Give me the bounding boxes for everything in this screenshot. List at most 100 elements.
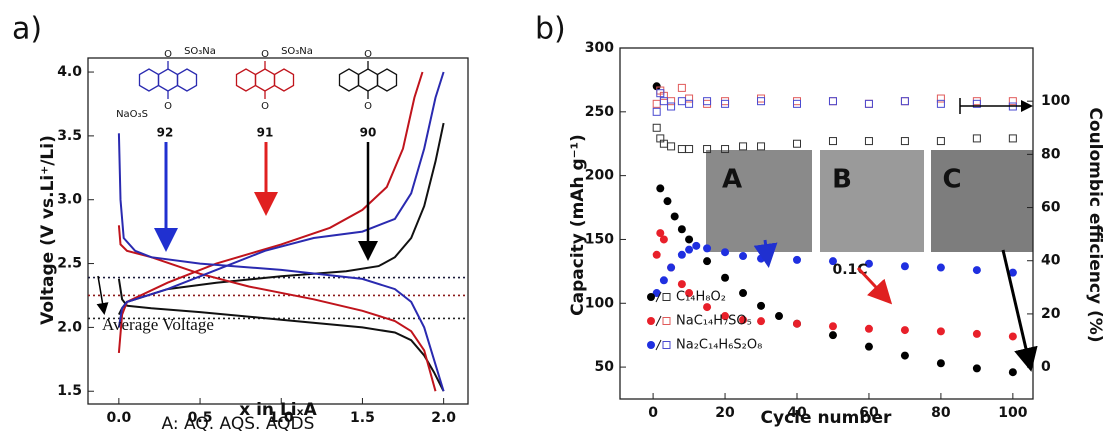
efficiency-point	[758, 143, 765, 150]
capacity-point	[901, 326, 909, 334]
legend-slash	[656, 340, 661, 350]
y2-tick-label: 60	[1041, 200, 1061, 216]
efficiency-point	[668, 103, 675, 110]
capacity-point	[678, 280, 686, 288]
legend-marker	[647, 341, 655, 349]
capacity-point	[678, 225, 686, 233]
image-label: C	[942, 165, 961, 195]
efficiency-point	[686, 95, 693, 102]
capacity-point	[653, 251, 661, 259]
efficiency-point	[686, 146, 693, 153]
ring	[275, 69, 294, 91]
capacity-point	[865, 325, 873, 333]
efficiency-point	[865, 100, 872, 107]
capacity-point	[721, 248, 729, 256]
capacity-point	[739, 252, 747, 260]
capacity-point	[829, 331, 837, 339]
voltage-curve	[119, 225, 436, 391]
ring	[378, 69, 397, 91]
ring	[140, 69, 159, 91]
ring	[237, 69, 256, 91]
capacity-point	[721, 274, 729, 282]
capacity-point	[739, 289, 747, 297]
y-axis-label: Capacity (mAh g⁻¹)	[568, 134, 588, 316]
capacity-point	[671, 212, 679, 220]
ring	[159, 69, 178, 91]
capacity-point	[663, 197, 671, 205]
structure-label: SO₃Na	[184, 46, 216, 57]
efficiency-point	[901, 138, 908, 145]
capacity-point	[937, 359, 945, 367]
y-tick-label: 150	[585, 231, 614, 247]
y-tick-label: 50	[595, 359, 615, 375]
image-label: B	[832, 165, 852, 195]
structure-label: O	[164, 101, 172, 112]
efficiency-point	[722, 98, 729, 105]
x-tick-label: 0	[648, 405, 658, 421]
x-tick-label: 100	[998, 405, 1027, 421]
legend-slash	[656, 316, 661, 326]
capacity-point	[685, 246, 693, 254]
y-tick-label: 3.5	[57, 128, 82, 144]
legend-marker	[663, 294, 670, 301]
efficiency-point	[937, 100, 944, 107]
caption: A: AQ. AQS. AQDS	[162, 414, 315, 434]
y-tick-label: 100	[585, 295, 614, 311]
y-tick-label: 2.0	[57, 319, 82, 335]
efficiency-point	[668, 98, 675, 105]
annotation: 0.1C	[832, 262, 867, 278]
efficiency-point	[704, 100, 711, 107]
x-tick-label: 0.0	[106, 410, 131, 426]
efficiency-point	[686, 100, 693, 107]
capacity-point	[678, 251, 686, 259]
capacity-point	[660, 276, 668, 284]
y-tick-label: 2.5	[57, 256, 82, 272]
y2-tick-label: 100	[1041, 93, 1070, 109]
efficiency-point	[660, 98, 667, 105]
capacity-point	[1009, 368, 1017, 376]
efficiency-point	[794, 100, 801, 107]
y2-tick-label: 20	[1041, 306, 1061, 322]
voltage-curve	[119, 72, 423, 353]
efficiency-point	[794, 98, 801, 105]
efficiency-point	[794, 140, 801, 147]
capacity-point	[703, 244, 711, 252]
ring	[359, 69, 378, 91]
capacity-point	[793, 320, 801, 328]
structure-label: O	[261, 49, 269, 60]
figure: 0.00.51.01.52.01.52.02.53.03.54.0a)x in …	[0, 0, 1112, 434]
capacity-point	[901, 262, 909, 270]
panel-label: a)	[12, 12, 42, 47]
panel-label: b)	[535, 12, 566, 47]
y-tick-label: 200	[585, 168, 614, 184]
efficiency-point	[937, 138, 944, 145]
x-axis-label: Cycle number	[761, 408, 893, 428]
legend-label: C₁₄H₈O₂	[676, 290, 726, 305]
capacity-point	[937, 327, 945, 335]
efficiency-point	[758, 98, 765, 105]
capacity-point	[973, 266, 981, 274]
efficiency-point	[865, 100, 872, 107]
efficiency-point	[829, 98, 836, 105]
efficiency-point	[1009, 135, 1016, 142]
y-tick-label: 1.5	[57, 383, 82, 399]
x-tick-label: 80	[931, 405, 951, 421]
legend-label: Na₂C₁₄H₆S₂O₈	[676, 338, 762, 353]
capacity-point	[793, 256, 801, 264]
structure-label: SO₃Na	[281, 46, 313, 57]
capacity-point	[775, 312, 783, 320]
arrow	[858, 268, 888, 300]
structure-label: O	[164, 49, 172, 60]
arrow	[1003, 250, 1030, 366]
y2-tick-label: 0	[1041, 359, 1051, 375]
efficiency-point	[740, 143, 747, 150]
efficiency-point	[829, 138, 836, 145]
y-tick-label: 3.0	[57, 192, 82, 208]
efficiency-point	[973, 135, 980, 142]
y-tick-label: 300	[585, 40, 614, 56]
annotation: Average Voltage	[102, 315, 214, 334]
legend-marker	[663, 342, 670, 349]
arrow	[98, 276, 104, 312]
capacity-point	[865, 343, 873, 351]
capacity-point	[757, 317, 765, 325]
